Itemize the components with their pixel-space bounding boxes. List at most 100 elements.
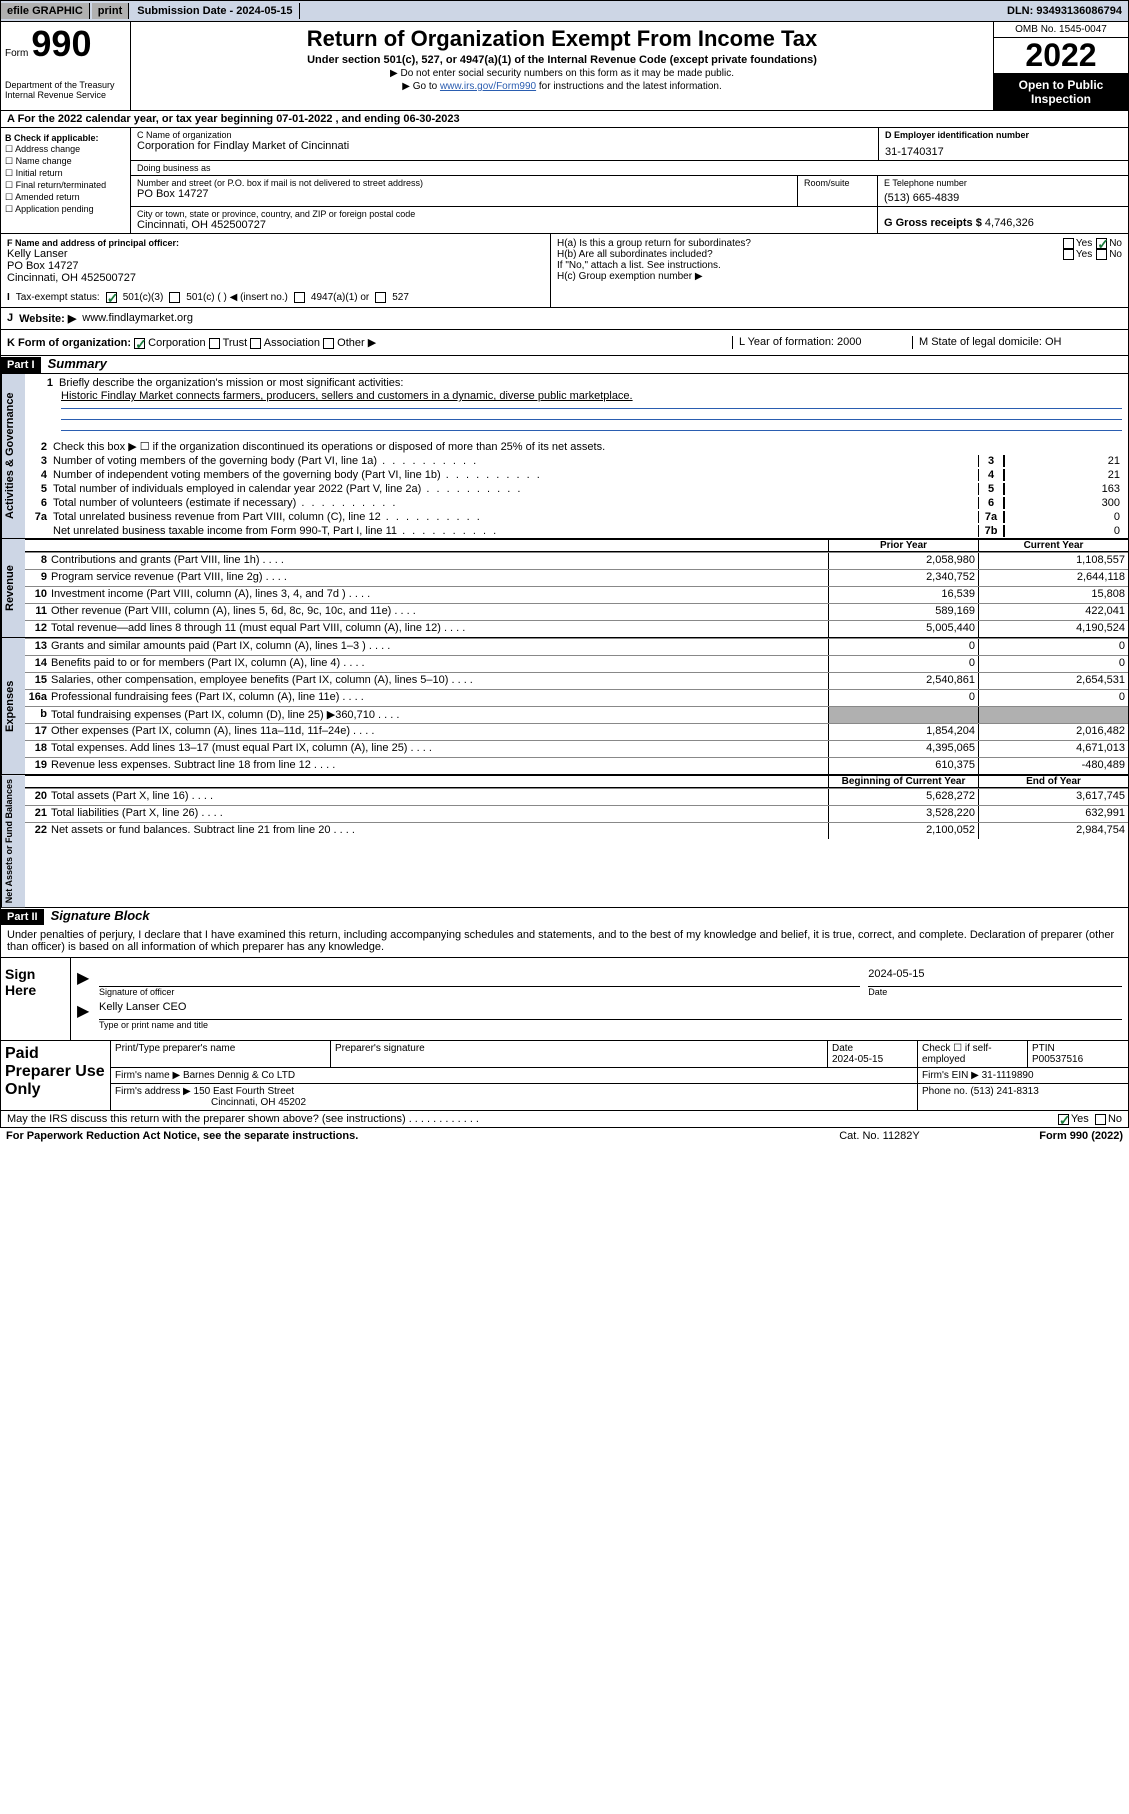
chk-address[interactable]: ☐ Address change <box>5 144 126 155</box>
gov-side: Activities & Governance <box>1 374 25 538</box>
l3-desc: Number of voting members of the governin… <box>53 455 978 467</box>
l5-val: 163 <box>1004 483 1124 495</box>
irs-link[interactable]: www.irs.gov/Form990 <box>440 81 536 92</box>
prep-date: 2024-05-15 <box>832 1054 913 1065</box>
footer-line: For Paperwork Reduction Act Notice, see … <box>0 1128 1129 1144</box>
chk-527[interactable] <box>375 292 386 303</box>
ha-yes-chk[interactable] <box>1063 238 1074 249</box>
form-id-box: Form 990 Department of the Treasury Inte… <box>1 22 131 110</box>
city-lbl: City or town, state or province, country… <box>137 209 871 219</box>
form-subtitle: Under section 501(c), 527, or 4947(a)(1)… <box>135 54 989 66</box>
identity-block: B Check if applicable: ☐ Address change … <box>0 128 1129 233</box>
table-row: bTotal fundraising expenses (Part IX, co… <box>25 706 1128 723</box>
room-lbl: Room/suite <box>798 176 878 206</box>
efile-label: efile GRAPHIC <box>1 3 90 19</box>
dln-label: DLN: 93493136086794 <box>1001 3 1128 19</box>
officer-addr1: PO Box 14727 <box>7 260 544 272</box>
officer-sig-lbl: Signature of officer <box>99 986 860 997</box>
street-lbl: Number and street (or P.O. box if mail i… <box>137 178 791 188</box>
l6-val: 300 <box>1004 497 1124 509</box>
hb-no-chk[interactable] <box>1096 249 1107 260</box>
chk-final[interactable]: ☐ Final return/terminated <box>5 180 126 191</box>
firm-ein: 31-1119890 <box>982 1070 1034 1081</box>
form-number: 990 <box>31 23 91 64</box>
governance-section: Activities & Governance 1Briefly describ… <box>1 374 1128 539</box>
prep-name-lbl: Print/Type preparer's name <box>111 1041 331 1067</box>
table-row: 10Investment income (Part VIII, column (… <box>25 586 1128 603</box>
chk-pending[interactable]: ☐ Application pending <box>5 204 126 215</box>
table-row: 17Other expenses (Part IX, column (A), l… <box>25 723 1128 740</box>
print-button[interactable]: print <box>92 3 129 19</box>
l7a-desc: Total unrelated business revenue from Pa… <box>53 511 978 523</box>
l7b-desc: Net unrelated business taxable income fr… <box>53 525 978 537</box>
part2-title: Signature Block <box>51 908 150 923</box>
hb-yes-chk[interactable] <box>1063 249 1074 260</box>
chk-amended[interactable]: ☐ Amended return <box>5 192 126 203</box>
mission-text: Historic Findlay Market connects farmers… <box>61 390 1122 402</box>
discuss-row: May the IRS discuss this return with the… <box>0 1111 1129 1128</box>
state-domicile: M State of legal domicile: OH <box>912 336 1122 349</box>
chk-corp[interactable] <box>134 338 145 349</box>
l6-desc: Total number of volunteers (estimate if … <box>53 497 978 509</box>
form-ref: Form 990 (2022) <box>1039 1130 1123 1142</box>
header-right: OMB No. 1545-0047 2022 Open to Public In… <box>993 22 1128 110</box>
form-word: Form <box>5 48 28 59</box>
prep-self-emp[interactable]: Check ☐ if self-employed <box>918 1041 1028 1067</box>
ha-lbl: H(a) Is this a group return for subordin… <box>557 238 1059 249</box>
discuss-q: May the IRS discuss this return with the… <box>7 1113 1058 1125</box>
part1-hdr: Part I <box>1 357 41 373</box>
table-row: 12Total revenue—add lines 8 through 11 (… <box>25 620 1128 637</box>
website-val: www.findlaymarket.org <box>82 312 193 325</box>
exp-side: Expenses <box>1 638 25 774</box>
part2-hdr: Part II <box>1 909 44 925</box>
hc-lbl: H(c) Group exemption number ▶ <box>557 271 1122 282</box>
tax-year: 2022 <box>994 38 1128 74</box>
preparer-block: Paid Preparer Use Only Print/Type prepar… <box>0 1041 1129 1111</box>
l2-desc: Check this box ▶ ☐ if the organization d… <box>53 440 1124 453</box>
phone-val: (513) 665-4839 <box>884 192 1122 204</box>
phone-lbl: E Telephone number <box>884 178 1122 188</box>
discuss-yes[interactable] <box>1058 1114 1069 1125</box>
table-row: 14Benefits paid to or for members (Part … <box>25 655 1128 672</box>
open-inspection: Open to Public Inspection <box>994 74 1128 110</box>
l7a-val: 0 <box>1004 511 1124 523</box>
form-header: Form 990 Department of the Treasury Inte… <box>0 22 1129 111</box>
discuss-no[interactable] <box>1095 1114 1106 1125</box>
gross-val: 4,746,326 <box>985 217 1034 229</box>
chk-4947[interactable] <box>294 292 305 303</box>
row-k-l-m: K Form of organization: Corporation Trus… <box>0 330 1129 356</box>
table-row: 11Other revenue (Part VIII, column (A), … <box>25 603 1128 620</box>
top-bar: efile GRAPHIC print Submission Date - 20… <box>0 0 1129 22</box>
l5-desc: Total number of individuals employed in … <box>53 483 978 495</box>
l4-desc: Number of independent voting members of … <box>53 469 978 481</box>
officer-name: Kelly Lanser <box>7 248 544 260</box>
preparer-lbl: Paid Preparer Use Only <box>1 1041 111 1110</box>
omb-number: OMB No. 1545-0047 <box>994 22 1128 38</box>
prep-ptin: P00537516 <box>1032 1054 1124 1065</box>
row-j-website: J Website: ▶ www.findlaymarket.org <box>0 308 1129 330</box>
street-val: PO Box 14727 <box>137 188 791 200</box>
prior-hdr: Prior Year <box>828 540 978 551</box>
chk-initial[interactable]: ☐ Initial return <box>5 168 126 179</box>
ha-no-chk[interactable] <box>1096 238 1107 249</box>
cat-no: Cat. No. 11282Y <box>839 1130 1039 1142</box>
prep-sig-lbl: Preparer's signature <box>331 1041 828 1067</box>
table-row: 22Net assets or fund balances. Subtract … <box>25 822 1128 839</box>
chk-501c[interactable] <box>169 292 180 303</box>
chk-name[interactable]: ☐ Name change <box>5 156 126 167</box>
sign-here-block: Sign Here ▶ Signature of officer 2024-05… <box>0 958 1129 1041</box>
chk-other[interactable] <box>323 338 334 349</box>
city-val: Cincinnati, OH 452500727 <box>137 219 871 231</box>
chk-trust[interactable] <box>209 338 220 349</box>
officer-name-lbl: Type or print name and title <box>99 1019 1122 1030</box>
box-b-head: B Check if applicable: <box>5 133 126 143</box>
arrow-icon: ▶ <box>77 968 91 997</box>
chk-501c3[interactable] <box>106 292 117 303</box>
rev-side: Revenue <box>1 539 25 637</box>
sig-date-lbl: Date <box>868 986 1122 997</box>
hb-lbl: H(b) Are all subordinates included? <box>557 249 1059 260</box>
org-name: Corporation for Findlay Market of Cincin… <box>137 140 872 152</box>
l4-val: 21 <box>1004 469 1124 481</box>
chk-assoc[interactable] <box>250 338 261 349</box>
begin-hdr: Beginning of Current Year <box>828 776 978 787</box>
